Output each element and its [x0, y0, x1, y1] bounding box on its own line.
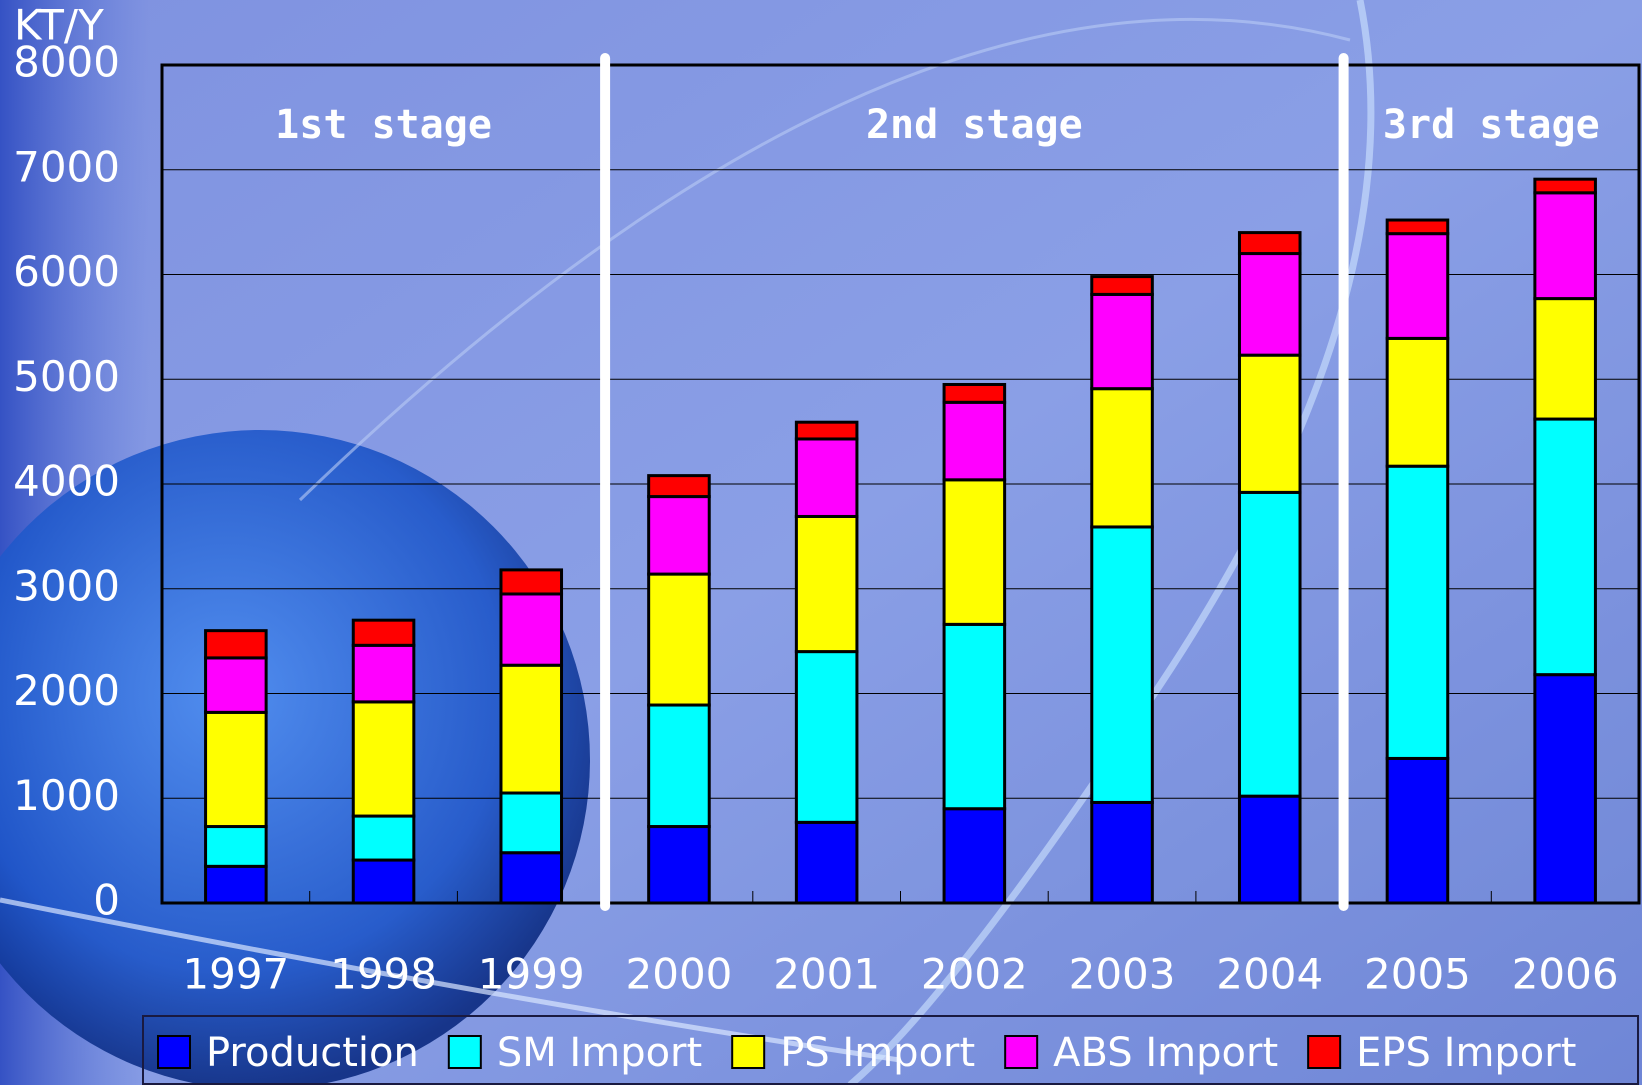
bar-segment	[499, 663, 564, 795]
deco-arc	[847, 0, 1375, 1085]
bar-segment	[351, 618, 416, 647]
bar-segment	[351, 643, 416, 704]
bar-segment	[1533, 297, 1597, 421]
bar-segment	[1237, 490, 1302, 798]
y-tick-label: 1000	[13, 771, 120, 820]
bar-segment	[942, 478, 1007, 626]
bar-segment	[204, 825, 268, 868]
x-tick-label: 2000	[626, 950, 733, 999]
bar-segment	[1533, 191, 1597, 301]
bar-segment	[647, 703, 711, 829]
legend-swatch	[1004, 1035, 1039, 1069]
bar-segment	[1237, 252, 1302, 357]
bar-segment	[1533, 417, 1597, 677]
bar-segment	[1090, 525, 1154, 804]
bar-segment	[942, 382, 1007, 404]
legend-swatch	[1307, 1035, 1342, 1069]
y-tick-label: 7000	[13, 142, 120, 191]
bar-segment	[351, 700, 416, 818]
bar-segment	[204, 710, 268, 829]
x-tick-label: 2005	[1364, 950, 1471, 999]
x-tick-label: 2003	[1069, 950, 1176, 999]
deco-arc	[0, 897, 901, 1063]
legend-swatch	[157, 1035, 191, 1069]
bar-segment	[1385, 464, 1450, 760]
bar-segment	[942, 400, 1007, 482]
bar-segment	[1090, 292, 1154, 391]
bar-segment	[499, 568, 564, 596]
legend-swatch	[731, 1035, 766, 1069]
bar-segment	[204, 864, 268, 905]
bar-segment	[1090, 387, 1154, 529]
bar-segment	[794, 420, 859, 441]
y-tick-label: 0	[93, 876, 120, 925]
legend-label: ABS Import	[1053, 1030, 1278, 1076]
legend-label: Production	[206, 1030, 419, 1076]
bar-segment	[1385, 232, 1450, 340]
y-tick-label: 5000	[13, 352, 120, 401]
bar-segment	[1090, 275, 1154, 296]
bar-segment	[1385, 218, 1450, 236]
bar-segment	[1385, 336, 1450, 468]
y-tick-label: 6000	[13, 247, 120, 296]
y-tick-label: 8000	[13, 38, 120, 87]
stage-label: 2nd stage	[866, 102, 1083, 148]
bar-segment	[794, 650, 859, 824]
bar-segment	[351, 814, 416, 862]
y-tick-label: 3000	[13, 561, 120, 610]
bar-segment	[204, 656, 268, 714]
legend-swatch	[447, 1035, 482, 1069]
bar-segment	[1533, 673, 1597, 905]
bar-segment	[1237, 794, 1302, 905]
bar-segment	[794, 820, 859, 905]
bar-segment	[204, 629, 268, 660]
bar-segment	[499, 851, 564, 905]
bar-segment	[647, 495, 711, 576]
stage-label: 3rd stage	[1383, 102, 1600, 148]
x-tick-label: 1999	[478, 950, 585, 999]
bar-segment	[1385, 756, 1450, 905]
bar-segment	[647, 474, 711, 499]
bar-segment	[1237, 231, 1302, 256]
y-axis-label: KT/Y	[14, 1, 104, 50]
bar-segment	[351, 858, 416, 905]
bar-segment	[794, 514, 859, 654]
x-tick-label: 1998	[330, 950, 437, 999]
globe	[0, 430, 590, 1085]
x-tick-label: 2004	[1216, 950, 1323, 999]
bar-segment	[1090, 800, 1154, 905]
bar-segment	[499, 791, 564, 855]
bar-segment	[942, 807, 1007, 905]
y-tick-label: 2000	[13, 666, 120, 715]
deco-arc	[298, 17, 1351, 502]
stage-label: 1st stage	[275, 102, 492, 148]
x-tick-label: 1997	[182, 950, 289, 999]
legend-label: EPS Import	[1356, 1030, 1576, 1076]
y-tick-label: 4000	[13, 457, 120, 506]
x-tick-label: 2002	[921, 950, 1028, 999]
x-tick-label: 2001	[773, 950, 880, 999]
bar-segment	[942, 622, 1007, 811]
legend-label: SM Import	[497, 1030, 702, 1076]
bar-segment	[647, 825, 711, 905]
bar-segment	[794, 437, 859, 518]
bar-segment	[1237, 353, 1302, 494]
legend-label: PS Import	[780, 1030, 975, 1076]
bar-segment	[499, 592, 564, 667]
bar-segment	[1533, 177, 1597, 195]
bar-segment	[647, 572, 711, 707]
legend-box	[142, 1015, 1639, 1085]
x-tick-label: 2006	[1512, 950, 1619, 999]
